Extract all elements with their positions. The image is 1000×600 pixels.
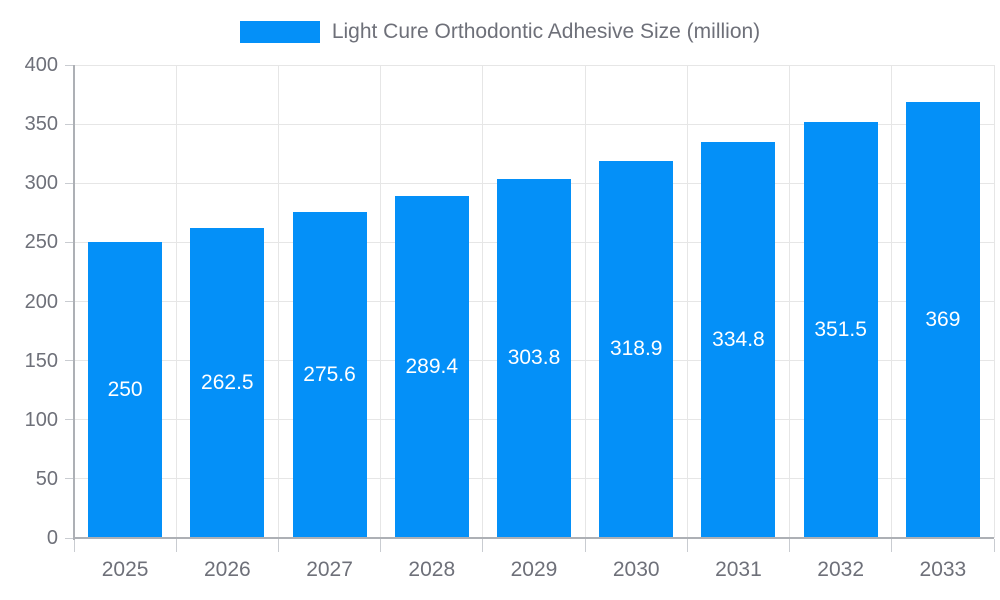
x-tick (584, 539, 586, 552)
y-tick (65, 123, 74, 125)
y-tick (65, 301, 74, 302)
x-axis-label-2027: 2027 (306, 558, 353, 581)
bar-2032[interactable] (803, 122, 878, 537)
y-axis-tick-label: 150 (24, 349, 58, 372)
x-tick (277, 539, 279, 552)
bar-2031[interactable] (701, 142, 776, 537)
x-axis-line (74, 537, 994, 539)
legend-label: Light Cure Orthodontic Adhesive Size (mi… (331, 20, 761, 43)
y-tick (65, 64, 74, 66)
gridline-v (380, 65, 382, 538)
y-axis-tick-label: 0 (46, 527, 58, 549)
x-axis-label-2031: 2031 (715, 558, 762, 581)
gridline-v (584, 65, 586, 538)
x-axis-label-2029: 2029 (510, 558, 558, 581)
x-tick (891, 539, 893, 552)
x-axis-label-2033: 2033 (919, 558, 967, 581)
gridline-h (74, 64, 994, 66)
gridline-v (277, 65, 279, 538)
gridline-v (891, 65, 893, 538)
gridline-v (175, 65, 177, 538)
y-tick (65, 182, 74, 184)
x-tick (73, 539, 75, 552)
x-axis-label-2032: 2032 (817, 558, 865, 581)
bar-2030[interactable] (599, 160, 674, 537)
y-tick (65, 419, 74, 421)
gridline-h (74, 123, 994, 125)
x-axis-label-2028: 2028 (408, 558, 456, 581)
x-tick (789, 539, 791, 552)
y-tick (65, 478, 74, 480)
bar-2029[interactable] (497, 178, 571, 537)
gridline-v (482, 65, 484, 538)
gridline-v (993, 65, 995, 538)
y-tick (65, 360, 74, 362)
y-axis-tick-label: 300 (24, 172, 58, 195)
legend[interactable]: Light Cure Orthodontic Adhesive Size (mi… (0, 20, 1000, 44)
gridline-v (789, 65, 791, 538)
y-axis-tick-label: 250 (24, 231, 58, 254)
x-tick (482, 539, 484, 552)
bar-2027[interactable] (292, 212, 367, 537)
x-tick (993, 539, 995, 552)
y-axis-tick-label: 50 (35, 467, 58, 490)
bar-2033[interactable] (905, 101, 980, 537)
y-tick (65, 241, 74, 243)
x-axis-label-2026: 2026 (203, 558, 251, 581)
y-axis-line (73, 65, 75, 540)
x-axis-label-2025: 2025 (101, 558, 149, 581)
gridline-v (686, 65, 688, 538)
y-tick (65, 537, 74, 539)
x-tick (380, 539, 382, 552)
y-axis-tick-label: 400 (24, 54, 58, 76)
x-axis-label-2030: 2030 (612, 558, 660, 581)
y-axis-tick-label: 100 (24, 408, 58, 431)
bar-2025[interactable] (88, 242, 163, 537)
bar-2028[interactable] (394, 195, 469, 537)
x-tick (175, 539, 177, 552)
x-tick (686, 539, 688, 552)
legend-swatch (239, 21, 320, 43)
bar-2026[interactable] (190, 227, 265, 537)
y-axis-tick-label: 350 (24, 113, 58, 136)
y-axis-tick-label: 200 (24, 290, 58, 313)
